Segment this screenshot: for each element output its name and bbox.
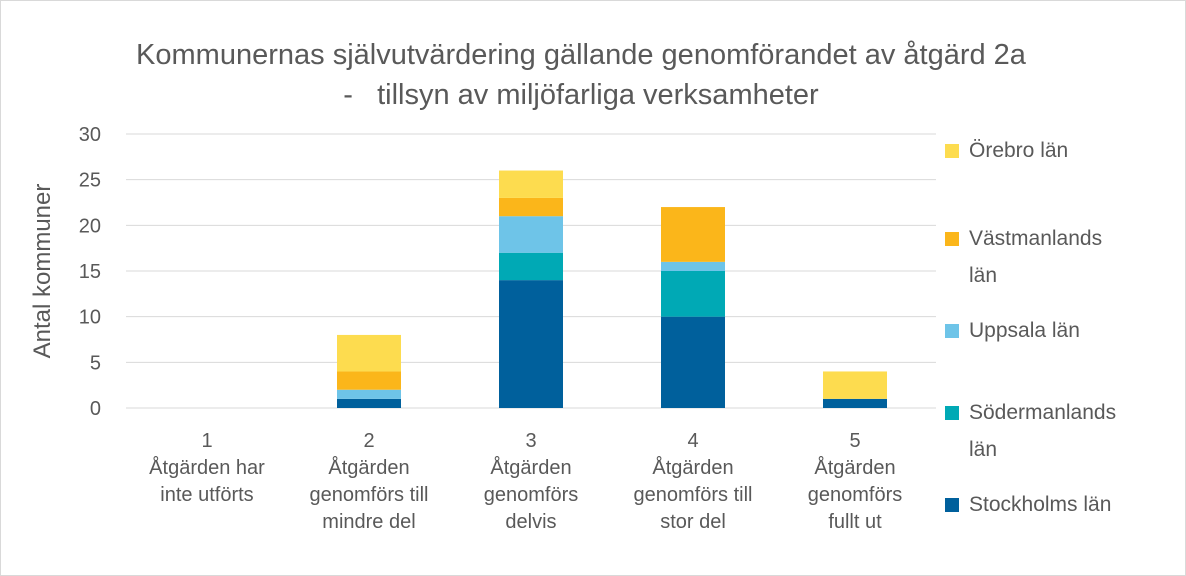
- x-tick-label-line: 5: [849, 430, 860, 452]
- bar-segment: [499, 170, 563, 198]
- bar-segment: [499, 197, 563, 217]
- x-tick-label-line: 2: [363, 430, 374, 452]
- bar-segment: [661, 207, 725, 262]
- legend-entry: Stockholms län: [945, 486, 1135, 523]
- bar-segment: [499, 252, 563, 281]
- bar-segment: [661, 316, 725, 408]
- x-tick-label: 4 Åtgärden genomförs till stor del: [634, 430, 753, 533]
- legend-swatch: [945, 144, 959, 158]
- y-tick-label: 15: [79, 261, 101, 283]
- legend-entry: Västmanlands län: [945, 220, 1135, 294]
- legend-label: Västmanlands län: [969, 227, 1103, 287]
- legend-label: Stockholms län: [969, 493, 1112, 516]
- legend-label: Örebro län: [969, 139, 1069, 162]
- bar-segment: [499, 280, 563, 408]
- y-axis-label: Antal kommuner: [29, 184, 56, 359]
- legend-swatch: [945, 498, 959, 512]
- x-tick-label-line: 4: [687, 430, 698, 452]
- bar-segment: [337, 334, 401, 372]
- x-tick-label: 2 Åtgärden genomförs till mindre del: [310, 430, 429, 533]
- x-tick-label-line: Åtgärden: [652, 456, 733, 479]
- y-tick-label: 10: [79, 307, 101, 329]
- x-tick-label-line: fullt ut: [828, 511, 882, 533]
- bar-segment: [823, 371, 887, 399]
- x-tick-label-line: genomförs till: [310, 484, 429, 506]
- x-tick-label-line: delvis: [505, 511, 556, 533]
- legend-entry: Örebro län: [945, 132, 1135, 169]
- bar-segment: [661, 261, 725, 271]
- y-tick-label: 5: [90, 352, 101, 374]
- x-tick-label-line: genomförs: [808, 484, 903, 506]
- y-tick-label: 25: [79, 170, 101, 192]
- x-tick-label-line: inte utförts: [160, 484, 253, 506]
- x-tick-label-line: Åtgärden: [490, 456, 571, 479]
- legend-swatch: [945, 232, 959, 246]
- x-tick-label-line: 1: [201, 430, 212, 452]
- x-tick-label-line: Åtgärden har: [149, 456, 265, 479]
- x-tick-label-line: Åtgärden: [814, 456, 895, 479]
- bar-segment: [337, 371, 401, 390]
- x-tick-label-line: mindre del: [322, 511, 415, 533]
- legend-swatch: [945, 406, 959, 420]
- bar-segment: [337, 398, 401, 408]
- x-tick-label: 3 Åtgärden genomförs delvis: [484, 430, 579, 533]
- legend-swatch: [945, 324, 959, 338]
- legend-entry: Uppsala län: [945, 312, 1135, 349]
- bar-segment: [499, 216, 563, 253]
- x-tick-label-line: stor del: [660, 511, 726, 533]
- bar-segment: [337, 389, 401, 399]
- x-tick-label-line: 3: [525, 430, 536, 452]
- bar-segment: [661, 271, 725, 317]
- x-tick-label-line: genomförs till: [634, 484, 753, 506]
- legend-label: Uppsala län: [969, 319, 1080, 342]
- x-tick-label: 1 Åtgärden har inte utförts: [149, 430, 265, 506]
- y-tick-label: 0: [90, 398, 101, 420]
- legend-entry: Södermanlands län: [945, 394, 1135, 468]
- legend-label: Södermanlands län: [969, 401, 1117, 461]
- x-tick-label: 5 Åtgärden genomförs fullt ut: [808, 430, 903, 533]
- y-tick-label: 30: [79, 124, 101, 146]
- x-tick-label-line: Åtgärden: [328, 456, 409, 479]
- y-tick-label: 20: [79, 215, 101, 237]
- x-tick-label-line: genomförs: [484, 484, 579, 506]
- bar-segment: [823, 398, 887, 408]
- chart-title: Kommunernas självutvärdering gällande ge…: [136, 39, 1034, 111]
